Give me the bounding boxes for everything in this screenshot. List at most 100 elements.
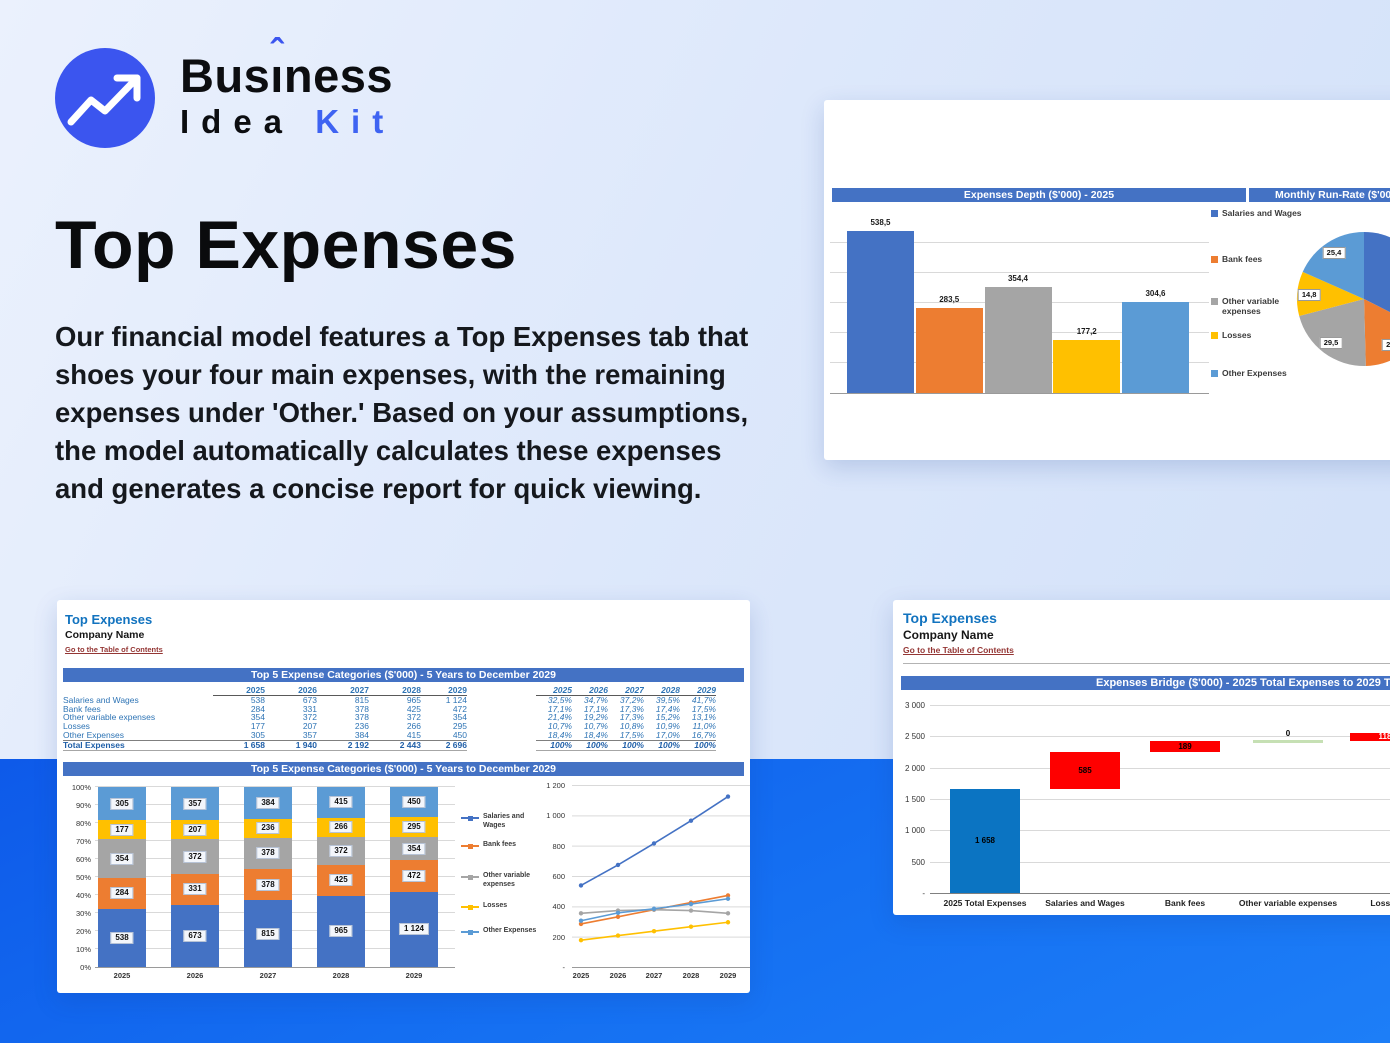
dashboard-card: Expenses Depth ($'000) - 2025 Monthly Ru… bbox=[824, 100, 1390, 460]
stacked-column: 673 331 372 207 357 bbox=[171, 787, 219, 967]
legend-marker bbox=[1211, 210, 1218, 217]
line-x-tick: 2028 bbox=[682, 971, 700, 980]
stacked-segment: 354 bbox=[98, 839, 146, 878]
percent-cell: 39,5% bbox=[655, 695, 680, 705]
gridline bbox=[830, 272, 1209, 273]
table-row: Other variable expenses 354 372 378 372 354 bbox=[63, 713, 467, 722]
value-cell: 1 940 bbox=[265, 739, 317, 751]
stacked-segment: 177 bbox=[98, 820, 146, 840]
legend-marker bbox=[1211, 298, 1218, 305]
data-point bbox=[578, 921, 584, 927]
company-name: Company Name bbox=[65, 629, 145, 641]
segment-value-label: 384 bbox=[256, 796, 280, 809]
bridge-bar-label: 585 bbox=[1078, 765, 1092, 775]
value-cell: 815 bbox=[354, 695, 369, 705]
bridge-x-tick: Other variable expenses bbox=[1238, 898, 1338, 908]
gridline bbox=[930, 830, 1390, 832]
year-header bbox=[63, 686, 213, 695]
value-cell: 236 bbox=[354, 722, 369, 731]
page-title: Top Expenses bbox=[55, 207, 517, 283]
value-cell: 177 bbox=[250, 722, 265, 731]
data-point bbox=[725, 896, 731, 901]
segment-value-label: 177 bbox=[110, 823, 134, 836]
line-y-tick: - bbox=[562, 962, 566, 972]
pie-slice-label: 23,6 bbox=[1382, 339, 1390, 352]
line-y-tick: 400 bbox=[552, 902, 565, 912]
row-label: Other Expenses bbox=[63, 730, 124, 740]
table-row: 32,5% 34,7% 37,2% 39,5% 41,7% bbox=[536, 695, 716, 704]
data-point bbox=[688, 818, 694, 823]
table-of-contents-link[interactable]: Go to the Table of Contents bbox=[65, 645, 163, 654]
total-row: Total Expenses 1 658 1 940 2 192 2 443 2 696 bbox=[63, 739, 467, 751]
value-cell: 372 bbox=[406, 713, 421, 723]
bridge-x-tick: Salaries and Wages bbox=[1045, 898, 1125, 908]
data-point bbox=[651, 906, 657, 911]
percent-cell: 100% bbox=[572, 739, 608, 751]
stacked-segment: 378 bbox=[244, 869, 292, 901]
table-row: Salaries and Wages 538 673 815 965 1 124 bbox=[63, 695, 467, 704]
spreadsheet-card-top5: Top Expenses Company Name Go to the Tabl… bbox=[57, 600, 750, 993]
bridge-bar-label: 0 bbox=[1285, 728, 1291, 738]
stacked-segment: 450 bbox=[390, 787, 438, 818]
percent-cell: 17,3% bbox=[619, 704, 644, 714]
percent-cell: 10,7% bbox=[547, 722, 572, 731]
bridge-bar-1 bbox=[1050, 752, 1120, 790]
stacked-y-tick: 90% bbox=[75, 801, 91, 810]
year-header: 2029 bbox=[680, 686, 716, 696]
bridge-bar-label: 189 bbox=[1178, 741, 1192, 751]
legend-marker bbox=[1211, 332, 1218, 339]
bridge-y-tick: 1 500 bbox=[904, 795, 925, 804]
line-chart-svg bbox=[572, 785, 750, 968]
legend-dot bbox=[468, 874, 473, 880]
percent-cell: 15,2% bbox=[655, 713, 680, 723]
line-y-tick: 200 bbox=[552, 932, 565, 942]
legend-label: Salaries and Wages bbox=[1222, 208, 1302, 218]
value-cell: 284 bbox=[250, 704, 265, 714]
pie-slice-0 bbox=[1364, 232, 1390, 313]
bridge-y-tick: 1 000 bbox=[904, 826, 925, 836]
row-label: Total Expenses bbox=[63, 739, 213, 751]
bridge-bar-label: 118 bbox=[1378, 731, 1390, 741]
percent-cell: 41,7% bbox=[691, 695, 716, 705]
stacked-segment: 425 bbox=[317, 864, 365, 896]
gridline bbox=[930, 861, 1390, 863]
line-series bbox=[580, 795, 729, 887]
table-of-contents-link[interactable]: Go to the Table of Contents bbox=[903, 645, 1014, 655]
stacked-segment: 415 bbox=[317, 787, 365, 818]
segment-value-label: 284 bbox=[110, 887, 134, 900]
stacked-y-tick: 70% bbox=[75, 837, 91, 846]
brand-wordmark: Bus ˆ ıness Idea Kit bbox=[180, 35, 395, 140]
chart-header-expenses-bridge: Expenses Bridge ($'000) - 2025 Total Exp… bbox=[901, 676, 1390, 690]
stacked-y-tick: 60% bbox=[75, 855, 91, 864]
stacked-segment: 378 bbox=[244, 837, 292, 869]
percent-cell: 21,4% bbox=[547, 713, 572, 723]
stacked-column: 965 425 372 266 415 bbox=[317, 787, 365, 967]
spreadsheet-card-bridge: Top Expenses Company Name Go to the Tabl… bbox=[893, 600, 1390, 915]
percent-cell: 13,1% bbox=[691, 713, 716, 723]
value-cell: 425 bbox=[406, 704, 421, 714]
data-point bbox=[725, 794, 731, 799]
data-point bbox=[615, 933, 621, 938]
stacked-segment: 472 bbox=[390, 860, 438, 892]
data-point bbox=[615, 862, 621, 868]
stacked-segment: 295 bbox=[390, 817, 438, 837]
segment-value-label: 372 bbox=[329, 844, 353, 857]
data-point bbox=[615, 914, 621, 919]
value-cell: 207 bbox=[302, 722, 317, 731]
brand-idea: Idea bbox=[180, 103, 295, 140]
percent-cell: 100% bbox=[536, 739, 572, 751]
percent-cell: 10,7% bbox=[583, 722, 608, 731]
bridge-y-tick: 2 500 bbox=[904, 732, 925, 742]
legend-item: Other Expenses bbox=[1211, 368, 1308, 378]
stacked-segment: 305 bbox=[98, 787, 146, 821]
value-cell: 1 124 bbox=[445, 695, 467, 705]
data-point bbox=[615, 910, 621, 916]
stacked-x-tick: 2028 bbox=[332, 971, 350, 980]
sheet-title: Top Expenses bbox=[903, 610, 997, 626]
stacked-segment: 266 bbox=[317, 817, 365, 838]
stacked-y-tick: 30% bbox=[75, 909, 91, 918]
percent-cell: 10,8% bbox=[619, 722, 644, 731]
percent-cell: 17,5% bbox=[691, 704, 716, 714]
value-cell: 378 bbox=[354, 713, 369, 723]
chart-header-expenses-depth: Expenses Depth ($'000) - 2025 bbox=[832, 188, 1246, 202]
